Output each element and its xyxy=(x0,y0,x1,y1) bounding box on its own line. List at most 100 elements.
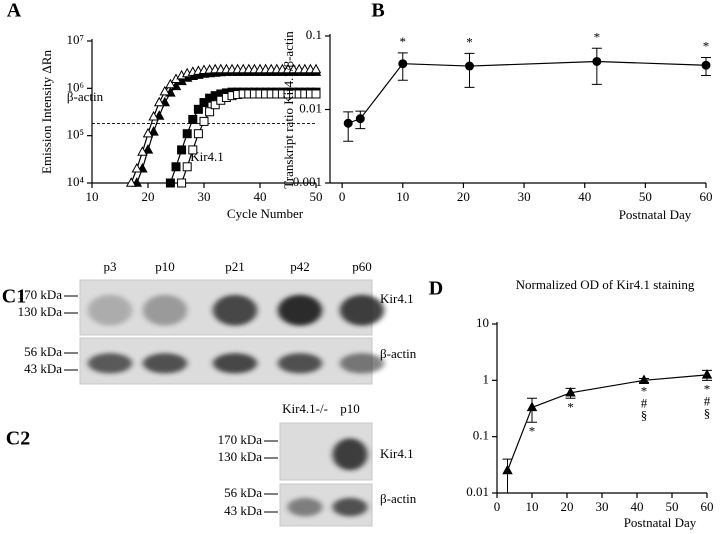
significance-mark: * xyxy=(594,29,601,44)
data-point xyxy=(310,63,322,74)
data-point xyxy=(464,61,474,71)
significance-mark: * xyxy=(641,383,648,398)
x-axis-label: Cycle Number xyxy=(227,206,304,221)
blot-band xyxy=(332,438,368,471)
lane-label: p60 xyxy=(352,259,372,274)
x-tick-label: 40 xyxy=(578,189,591,204)
y-axis-label: Emission Intensity ΔRn xyxy=(39,50,54,174)
data-point xyxy=(165,178,175,188)
panel-label: D xyxy=(429,278,443,300)
size-marker-label: 130 kDa xyxy=(18,304,63,319)
data-point xyxy=(177,178,187,188)
blot-band xyxy=(87,294,133,326)
data-point xyxy=(159,85,171,96)
panel-label: B xyxy=(371,0,384,22)
lane-label: p42 xyxy=(290,259,310,274)
x-tick-label: 30 xyxy=(198,189,211,204)
y-tick-label: 10⁷ xyxy=(66,32,84,47)
row-label: β-actin xyxy=(380,491,417,506)
data-point xyxy=(142,127,154,138)
data-point xyxy=(188,114,198,124)
y-tick-label: 0.1 xyxy=(473,428,489,443)
annotation: Kir4.1 xyxy=(190,149,224,164)
x-tick-label: 20 xyxy=(142,189,155,204)
data-point xyxy=(592,56,602,66)
blot-band xyxy=(339,353,385,374)
panel-label: A xyxy=(7,0,22,22)
data-point xyxy=(638,374,650,385)
significance-mark: * xyxy=(704,381,711,396)
data-point xyxy=(137,146,148,156)
data-point xyxy=(188,145,198,155)
data-point xyxy=(193,104,203,114)
blot-band xyxy=(277,294,323,326)
panel-label: C2 xyxy=(6,428,30,450)
x-tick-label: 10 xyxy=(396,189,409,204)
x-tick-label: 30 xyxy=(518,189,531,204)
y-tick-label: 0.001 xyxy=(293,174,322,189)
data-point xyxy=(199,116,209,126)
lane-label: p10 xyxy=(340,401,360,416)
row-label: Kir4.1 xyxy=(380,446,414,461)
data-point xyxy=(311,89,321,99)
data-point xyxy=(502,464,513,475)
blot-band xyxy=(287,497,323,517)
x-tick-label: 60 xyxy=(700,189,713,204)
significance-mark: § xyxy=(641,407,648,422)
x-tick-label: 10 xyxy=(526,499,539,514)
data-point xyxy=(205,107,215,117)
significance-mark: # xyxy=(704,393,711,408)
lane-label: p3 xyxy=(104,259,117,274)
y-tick-label: 0.1 xyxy=(306,27,322,42)
data-point xyxy=(142,144,154,154)
x-tick-label: 50 xyxy=(639,189,652,204)
blot-band xyxy=(212,353,258,374)
series-line xyxy=(347,60,707,124)
significance-mark: * xyxy=(400,34,407,49)
size-marker-label: 56 kDa xyxy=(224,485,262,500)
data-point xyxy=(182,162,192,172)
chart-title: Normalized OD of Kir4.1 staining xyxy=(516,277,695,292)
x-tick-label: 40 xyxy=(254,189,267,204)
y-tick-label: 10⁶ xyxy=(66,79,84,94)
x-axis-label: Postnatal Day xyxy=(624,515,697,530)
x-tick-label: 30 xyxy=(596,499,609,514)
series-line xyxy=(506,374,708,471)
panel-label: C1 xyxy=(2,286,26,308)
size-marker-label: 43 kDa xyxy=(24,361,62,376)
data-point xyxy=(177,145,187,155)
y-tick-label: 0.01 xyxy=(466,484,489,499)
data-point xyxy=(526,401,538,412)
data-point xyxy=(148,110,159,121)
size-marker-label: 56 kDa xyxy=(24,344,62,359)
size-marker-label: 170 kDa xyxy=(218,432,263,447)
y-tick-label: 10⁵ xyxy=(66,127,84,142)
data-point xyxy=(165,78,176,89)
blot-band xyxy=(277,353,323,374)
y-tick-label: 0.01 xyxy=(299,100,322,115)
significance-mark: # xyxy=(641,395,648,410)
data-point xyxy=(125,177,137,187)
data-point xyxy=(701,369,713,379)
size-marker-label: 43 kDa xyxy=(224,503,262,518)
lane-label: p21 xyxy=(225,259,245,274)
x-tick-label: 50 xyxy=(666,499,679,514)
data-point xyxy=(343,118,353,128)
y-tick-label: 1 xyxy=(483,371,490,386)
row-label: β-actin xyxy=(380,346,417,361)
x-tick-label: 20 xyxy=(457,189,470,204)
lane-label: p10 xyxy=(155,259,175,274)
data-point xyxy=(182,129,192,139)
x-axis-label: Postnatal Day xyxy=(619,207,692,222)
blot-band xyxy=(142,353,188,374)
x-tick-label: 10 xyxy=(86,189,99,204)
significance-mark: * xyxy=(529,423,536,438)
significance-mark: * xyxy=(703,38,710,53)
error-bar xyxy=(591,47,602,85)
blot-band xyxy=(339,294,385,326)
blot-band xyxy=(332,497,368,517)
significance-mark: * xyxy=(466,34,473,49)
data-point xyxy=(131,162,143,173)
data-point xyxy=(153,96,165,107)
